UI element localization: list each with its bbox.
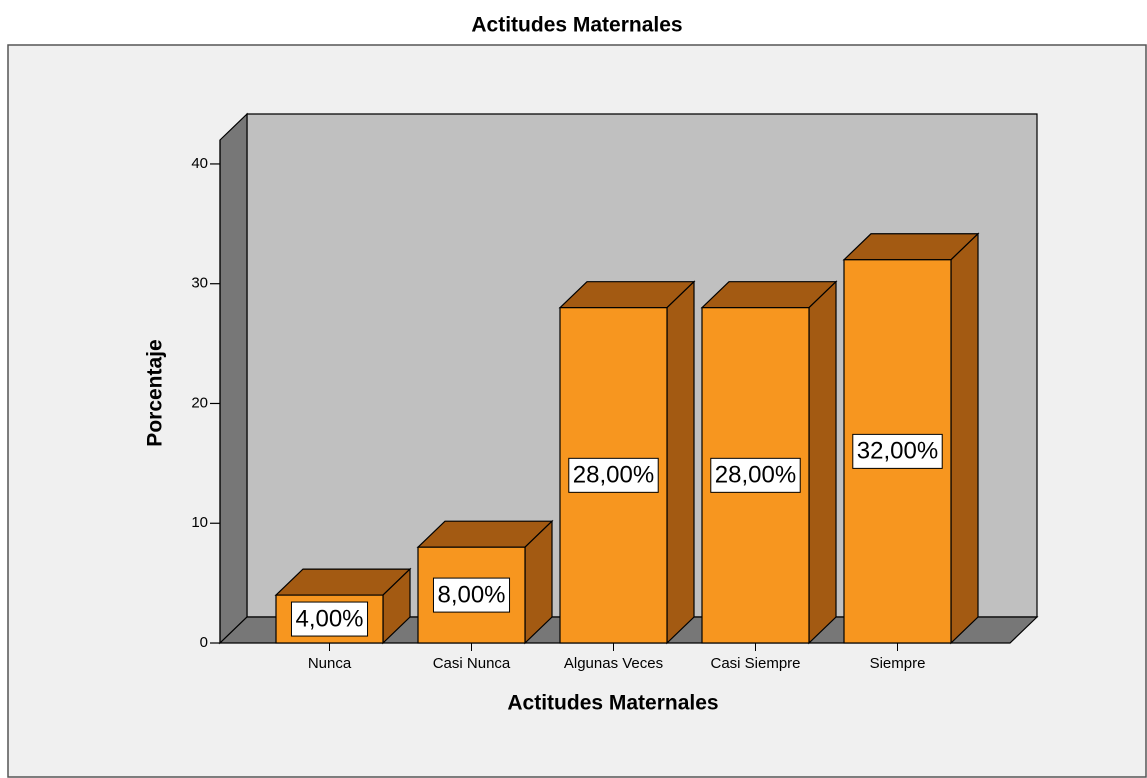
y-tick-label: 0 bbox=[200, 634, 208, 651]
y-tick-label: 20 bbox=[191, 394, 208, 411]
value-label-box bbox=[852, 433, 943, 469]
value-label-box bbox=[290, 601, 369, 637]
y-tick-label: 30 bbox=[191, 275, 208, 292]
x-tick-label: Casi Nunca bbox=[433, 655, 511, 672]
y-tick-label: 40 bbox=[191, 155, 208, 172]
y-axis-label: Porcentaje bbox=[144, 339, 167, 446]
chart-title: Actitudes Maternales bbox=[471, 14, 682, 37]
bar-side bbox=[950, 232, 979, 645]
value-label-box bbox=[432, 577, 511, 613]
value-label-box bbox=[710, 457, 801, 493]
side-wall bbox=[219, 112, 248, 645]
value-label: 4,00% bbox=[295, 605, 363, 632]
x-tick-label: Casi Siempre bbox=[710, 655, 800, 672]
x-tick-label: Nunca bbox=[308, 655, 352, 672]
bar-side bbox=[808, 280, 837, 645]
value-label: 8,00% bbox=[437, 581, 505, 608]
y-tick-label: 10 bbox=[191, 514, 208, 531]
value-label: 28,00% bbox=[715, 462, 796, 489]
x-tick-label: Siempre bbox=[870, 655, 926, 672]
value-label: 28,00% bbox=[573, 462, 654, 489]
x-tick-label: Algunas Veces bbox=[564, 655, 663, 672]
bar-side bbox=[666, 280, 695, 645]
x-axis-label: Actitudes Maternales bbox=[507, 692, 718, 715]
value-label-box bbox=[568, 457, 659, 493]
value-label: 32,00% bbox=[857, 438, 938, 465]
